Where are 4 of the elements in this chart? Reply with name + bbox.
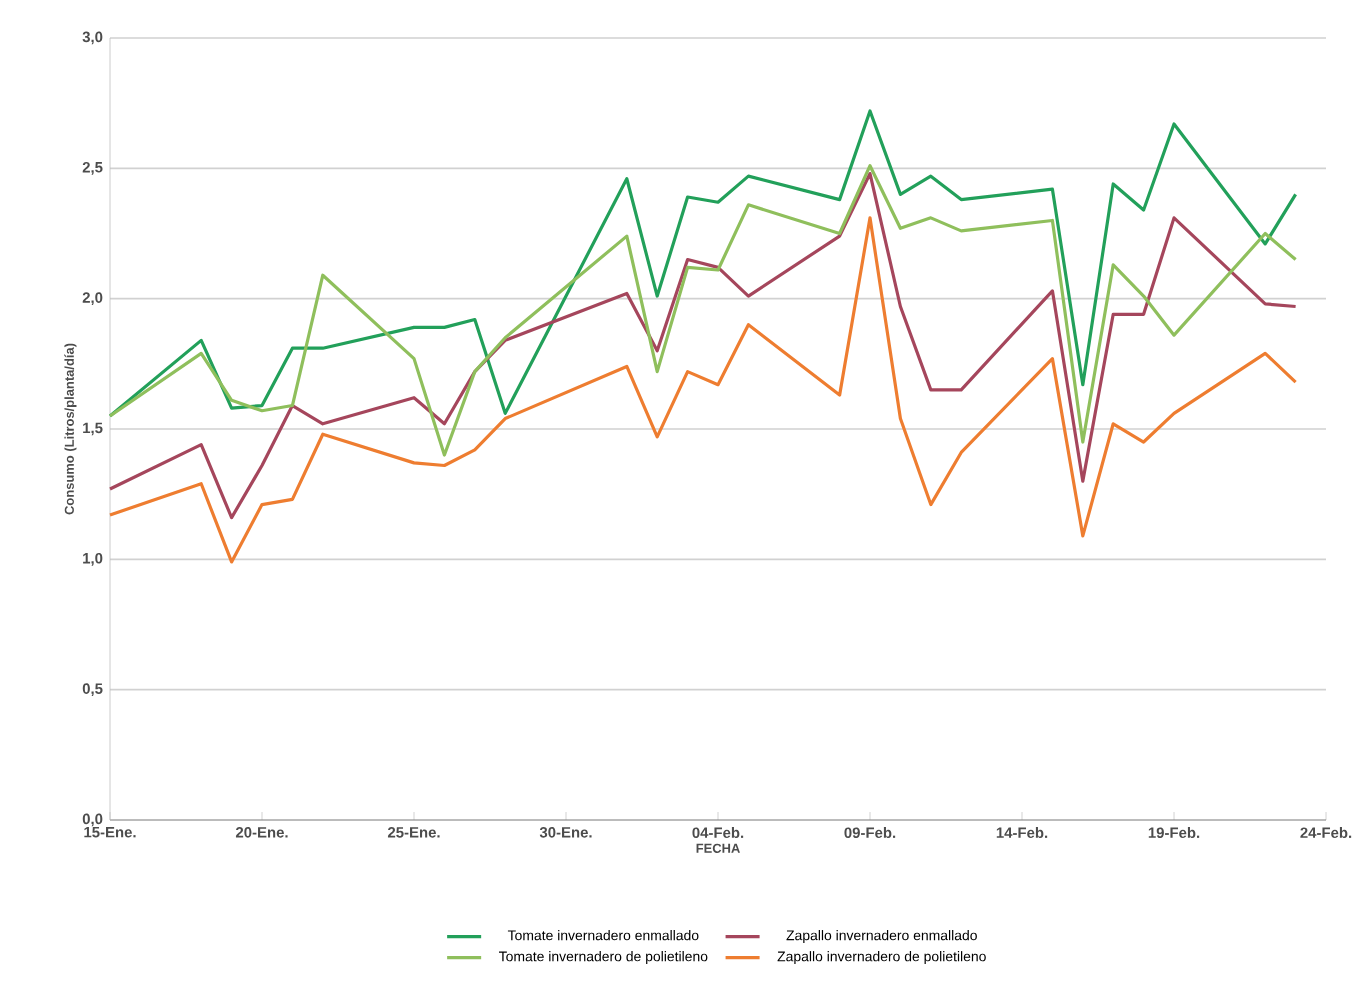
line-series — [108, 109, 1298, 418]
line-series — [108, 216, 1298, 564]
line-series — [108, 164, 1298, 457]
line-series — [108, 171, 1298, 520]
